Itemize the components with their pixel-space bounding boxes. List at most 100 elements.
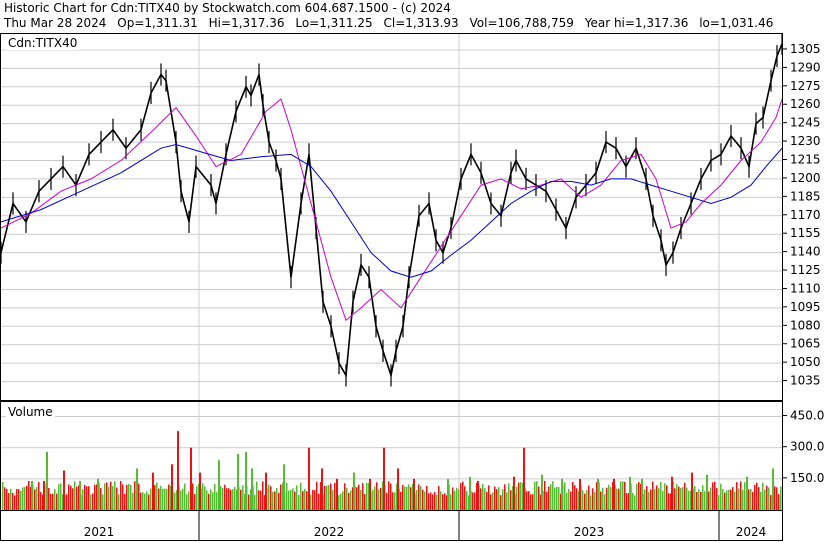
volume-bar	[518, 482, 520, 510]
volume-bar	[96, 484, 98, 510]
volume-bar	[447, 478, 449, 510]
price-tick-label: 1035	[790, 374, 821, 388]
price-tick-label: 1080	[790, 318, 821, 332]
volume-bar	[440, 491, 442, 510]
volume-bar	[488, 485, 490, 510]
volume-bar	[502, 489, 504, 510]
volume-bar	[222, 488, 224, 510]
volume-bar	[164, 488, 166, 510]
volume-bar	[112, 486, 114, 510]
volume-bar	[350, 490, 352, 510]
volume-bar	[582, 490, 584, 510]
volume-bar	[694, 486, 696, 510]
volume-bar	[464, 486, 466, 510]
volume-bar	[316, 481, 318, 510]
volume-bar	[12, 492, 14, 510]
volume-bar	[546, 491, 548, 510]
volume-bar	[320, 482, 322, 510]
volume-bar	[498, 487, 500, 510]
volume-bar	[244, 493, 246, 510]
volume-bar	[278, 492, 280, 510]
volume-bar	[260, 490, 262, 510]
volume-bar	[628, 493, 630, 510]
volume-bar	[544, 480, 546, 510]
volume-bar	[378, 489, 380, 510]
volume-bar	[462, 481, 464, 510]
volume-bar	[132, 492, 134, 510]
volume-bar	[154, 485, 156, 510]
volume-bar	[234, 486, 236, 510]
volume-bar	[608, 484, 610, 510]
volume-bar	[144, 493, 146, 510]
volume-bar	[102, 494, 104, 510]
volume-bar	[756, 482, 758, 510]
volume-bar	[156, 482, 158, 510]
volume-bar	[752, 491, 754, 510]
volume-panel: Volume	[0, 401, 783, 511]
chart-title: Historic Chart for Cdn:TITX40 by Stockwa…	[4, 1, 451, 15]
volume-bar	[188, 491, 190, 510]
volume-bar	[670, 493, 672, 510]
volume-bar	[702, 485, 704, 510]
volume-bar	[412, 483, 414, 510]
volume-bar	[31, 480, 33, 510]
volume-bar	[358, 484, 360, 510]
volume-bar	[648, 492, 650, 510]
volume-tick-label: 300.0	[790, 440, 824, 454]
volume-bar	[42, 494, 44, 510]
volume-bar	[171, 464, 173, 510]
volume-bar	[604, 494, 606, 510]
volume-bar	[776, 487, 778, 510]
series-ma_long	[1, 143, 782, 278]
price-tick-label: 1290	[790, 60, 821, 74]
volume-bar	[760, 491, 762, 510]
volume-bar	[484, 488, 486, 510]
price-tick-label: 1125	[790, 263, 821, 277]
volume-bar	[691, 472, 693, 510]
volume-bar	[712, 482, 714, 510]
volume-bar	[720, 483, 722, 510]
volume-bar	[372, 489, 374, 510]
volume-bar	[584, 493, 586, 510]
quote-high: Hi=1,317.36	[208, 16, 285, 30]
volume-bar	[220, 486, 222, 510]
volume-bar	[458, 489, 460, 510]
volume-bar	[374, 486, 376, 510]
volume-bar	[454, 490, 456, 510]
volume-bar	[392, 492, 394, 510]
volume-bar	[394, 492, 396, 510]
volume-bar	[410, 487, 412, 510]
volume-bar	[262, 481, 264, 510]
volume-bar	[438, 486, 440, 510]
year-label: 2024	[736, 525, 767, 539]
volume-bar	[622, 481, 624, 510]
volume-bar	[540, 494, 542, 510]
volume-bar	[724, 492, 726, 510]
volume-bar	[290, 490, 292, 510]
volume-bar	[714, 481, 716, 510]
volume-bar	[368, 482, 370, 510]
volume-bar	[196, 486, 198, 510]
price-tick-label: 1170	[790, 208, 821, 222]
price-tick-label: 1305	[790, 42, 821, 56]
volume-bar	[321, 468, 323, 510]
volume-bar	[658, 488, 660, 510]
volume-bar	[352, 487, 354, 510]
volume-bar	[214, 483, 216, 510]
volume-bar	[418, 484, 420, 510]
volume-bar	[548, 486, 550, 510]
volume-bar	[523, 447, 525, 510]
volume-bar	[4, 487, 6, 510]
volume-bar	[597, 478, 599, 510]
volume-bar	[629, 476, 631, 510]
volume-bar	[706, 474, 708, 510]
volume-bar	[383, 447, 385, 510]
price-tick-label: 1095	[790, 300, 821, 314]
volume-bar	[738, 488, 740, 510]
volume-bar	[456, 487, 458, 510]
volume-bar	[22, 487, 24, 510]
volume-bar	[314, 490, 316, 510]
volume-bar	[376, 482, 378, 510]
volume-bar	[588, 485, 590, 510]
volume-bar	[146, 491, 148, 510]
